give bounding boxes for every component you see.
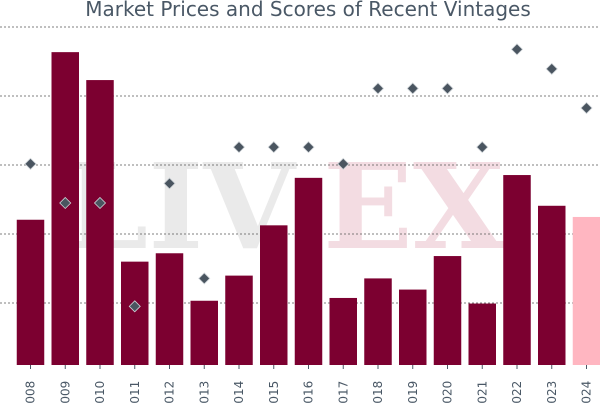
bar-2011 (121, 261, 149, 365)
score-marker-2010 (93, 196, 107, 210)
bar-2024 (572, 216, 600, 365)
x-tick-label-2017: 2017 (336, 381, 350, 403)
bar-2014 (225, 275, 253, 365)
bar-series (16, 52, 600, 366)
bar-2016 (294, 177, 323, 365)
x-axis-ticks: 2008 2009 2010 2011 2012 2013 2014 2015 2016 2017… (24, 365, 594, 403)
x-tick-label-2015: 2015 (267, 381, 281, 403)
score-marker-2014 (232, 141, 246, 154)
bar-2020 (433, 256, 462, 365)
bar-2015 (260, 225, 288, 365)
score-marker-2023 (545, 62, 558, 75)
score-marker-2012 (163, 177, 176, 190)
bar-2017 (329, 297, 357, 365)
watermark-right: EX (323, 137, 505, 276)
score-marker-2011 (128, 300, 141, 313)
x-tick-label-2009: 2009 (58, 381, 72, 403)
score-marker-2018 (371, 82, 385, 95)
x-tick-label-2011: 2011 (128, 381, 142, 403)
x-tick-label-2023: 2023 (545, 381, 559, 403)
score-marker-2015 (267, 141, 280, 154)
bar-2023 (538, 205, 566, 365)
bar-2022 (503, 175, 531, 365)
bar-2008 (16, 219, 45, 365)
score-marker-2022 (510, 43, 524, 56)
score-marker-2024 (580, 101, 593, 115)
x-tick-label-2021: 2021 (475, 381, 489, 403)
x-tick-label-2013: 2013 (197, 381, 211, 403)
score-marker-2013 (198, 272, 211, 285)
score-marker-2017 (337, 157, 350, 170)
score-marker-2021 (476, 141, 489, 154)
score-marker-2019 (406, 82, 419, 95)
x-tick-label-2010: 2010 (93, 381, 107, 403)
chart-title: Market Prices and Scores of Recent Vinta… (85, 0, 531, 21)
x-tick-label-2018: 2018 (371, 381, 385, 403)
score-series (24, 43, 593, 313)
bar-2021 (468, 303, 496, 365)
x-tick-label-2012: 2012 (163, 381, 177, 403)
x-tick-label-2022: 2022 (510, 381, 524, 403)
x-tick-label-2024: 2024 (580, 381, 594, 403)
x-tick-label-2014: 2014 (232, 381, 246, 403)
bar-2013 (190, 300, 218, 365)
bar-2018 (364, 278, 392, 365)
x-tick-label-2019: 2019 (406, 381, 420, 403)
score-marker-2016 (302, 141, 315, 154)
score-marker-2009 (59, 196, 72, 210)
x-tick-label-2020: 2020 (441, 381, 455, 403)
score-marker-2008 (24, 157, 37, 170)
score-marker-2020 (441, 82, 454, 95)
bar-2012 (155, 253, 184, 365)
bar-2019 (399, 289, 427, 365)
x-tick-label-2016: 2016 (302, 381, 316, 403)
bar-2010 (86, 80, 114, 366)
x-tick-label-2008: 2008 (24, 381, 38, 403)
